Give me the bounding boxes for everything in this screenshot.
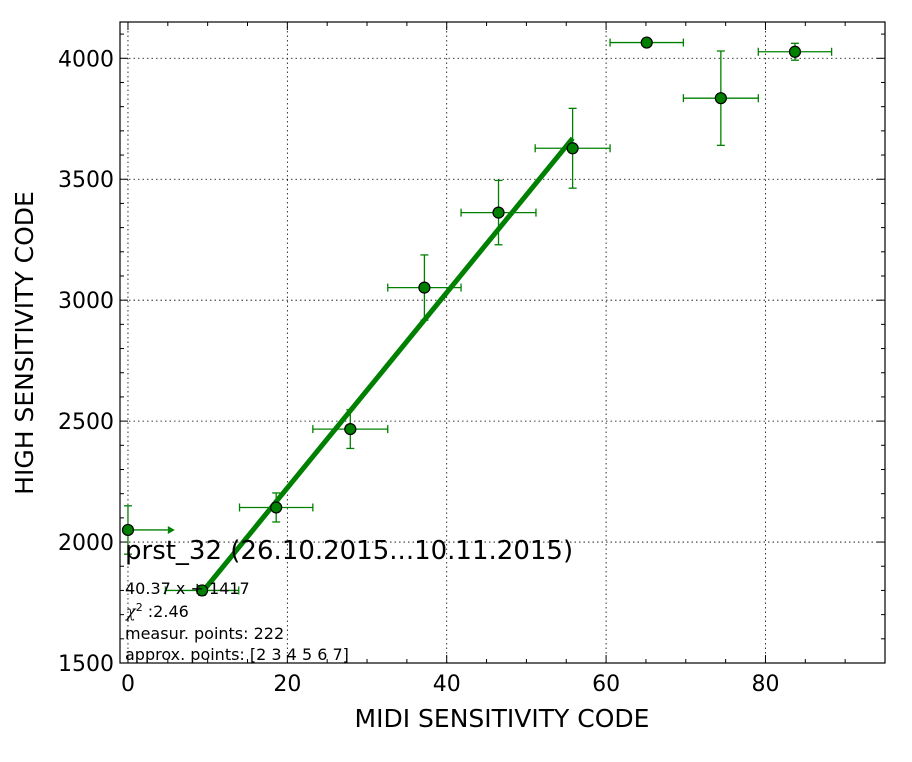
data-point xyxy=(121,523,135,537)
data-point xyxy=(640,36,653,49)
annotation-measur-points: measur. points: 222 xyxy=(125,624,284,643)
data-point xyxy=(270,501,283,514)
annotation-title: prst_32 (26.10.2015...10.11.2015) xyxy=(125,536,573,566)
x-tick-label: 20 xyxy=(273,672,301,697)
chi-value: :2.46 xyxy=(143,602,189,621)
y-tick-label: 3500 xyxy=(58,168,114,193)
data-point xyxy=(492,206,505,219)
fit-line xyxy=(200,136,575,594)
x-tick-label: 40 xyxy=(433,672,461,697)
y-tick-label: 1500 xyxy=(58,652,114,677)
data-point xyxy=(344,422,357,436)
annotation-approx-points: approx. points: [2 3 4 5 6 7] xyxy=(125,645,349,664)
y-tick-labels: 1500 2000 2500 3000 3500 4000 xyxy=(58,47,114,677)
y-tick-label: 2000 xyxy=(58,531,114,556)
y-tick-label: 4000 xyxy=(58,47,114,72)
y-tick-label: 2500 xyxy=(58,410,114,435)
x-tick-label: 80 xyxy=(751,672,779,697)
minor-ticks xyxy=(120,22,885,664)
x-tick-label: 0 xyxy=(121,672,135,697)
data-point xyxy=(788,45,802,58)
annotation-chi-square: χ2 :2.46 xyxy=(125,601,189,621)
x-tick-label: 60 xyxy=(592,672,620,697)
data-point xyxy=(714,92,727,105)
chi-symbol: χ xyxy=(125,602,137,621)
x-limit-arrow xyxy=(167,525,175,534)
chi-exponent: 2 xyxy=(136,601,143,614)
y-axis-label: HIGH SENSITIVITY CODE xyxy=(10,191,39,495)
fit-line-group xyxy=(200,136,575,594)
data-points xyxy=(121,36,802,597)
y-tick-label: 3000 xyxy=(58,289,114,314)
grid-lines xyxy=(120,22,885,664)
error-bars xyxy=(123,38,833,596)
x-tick-labels: 0 20 40 60 80 xyxy=(121,672,780,697)
data-point xyxy=(195,584,209,597)
plot-frame xyxy=(119,21,886,664)
data-point xyxy=(418,281,431,294)
x-axis-label: MIDI SENSITIVITY CODE xyxy=(355,704,650,733)
data-point xyxy=(566,142,579,155)
annotation-fit: 40.37 x + 1417 xyxy=(125,579,250,598)
